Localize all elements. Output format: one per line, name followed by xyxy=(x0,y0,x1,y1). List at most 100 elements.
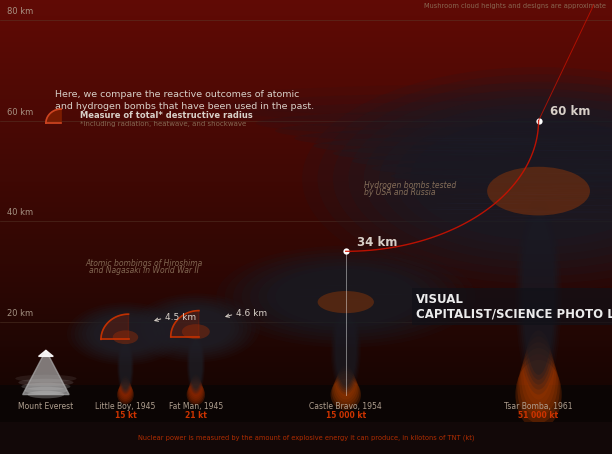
Ellipse shape xyxy=(233,252,458,341)
Ellipse shape xyxy=(120,378,131,398)
Ellipse shape xyxy=(314,135,612,157)
Text: *including radiation, heatwave, and shockwave: *including radiation, heatwave, and shoc… xyxy=(80,121,246,127)
Ellipse shape xyxy=(558,205,612,206)
Ellipse shape xyxy=(427,209,539,210)
Ellipse shape xyxy=(152,305,239,351)
Ellipse shape xyxy=(555,164,612,165)
Ellipse shape xyxy=(318,291,374,313)
Ellipse shape xyxy=(118,340,133,393)
Ellipse shape xyxy=(566,169,612,170)
Ellipse shape xyxy=(21,383,70,390)
Ellipse shape xyxy=(330,379,361,410)
Ellipse shape xyxy=(520,207,558,385)
Ellipse shape xyxy=(117,339,134,395)
Ellipse shape xyxy=(187,384,205,405)
Ellipse shape xyxy=(455,196,547,197)
Ellipse shape xyxy=(391,168,612,183)
Ellipse shape xyxy=(187,335,204,393)
Ellipse shape xyxy=(258,262,433,331)
Ellipse shape xyxy=(217,92,612,124)
Ellipse shape xyxy=(487,122,586,123)
Ellipse shape xyxy=(119,381,132,401)
Ellipse shape xyxy=(501,200,597,201)
Ellipse shape xyxy=(242,256,450,337)
Ellipse shape xyxy=(161,309,231,347)
Ellipse shape xyxy=(198,84,612,117)
Ellipse shape xyxy=(560,164,612,165)
Ellipse shape xyxy=(395,111,612,247)
Ellipse shape xyxy=(334,371,357,402)
Ellipse shape xyxy=(444,152,548,153)
Ellipse shape xyxy=(508,173,612,174)
Ellipse shape xyxy=(438,213,510,214)
Text: 4.6 km: 4.6 km xyxy=(236,309,267,318)
Ellipse shape xyxy=(525,331,552,400)
Ellipse shape xyxy=(425,147,528,148)
Ellipse shape xyxy=(491,197,566,198)
Ellipse shape xyxy=(353,152,612,170)
Ellipse shape xyxy=(482,179,551,180)
Ellipse shape xyxy=(504,194,596,195)
Text: 21 kt: 21 kt xyxy=(185,411,207,419)
Ellipse shape xyxy=(432,143,531,144)
Ellipse shape xyxy=(482,198,574,199)
Ellipse shape xyxy=(337,365,354,397)
Ellipse shape xyxy=(494,191,568,192)
Ellipse shape xyxy=(190,376,202,398)
Text: Tsar Bomba, 1961: Tsar Bomba, 1961 xyxy=(504,402,573,411)
Ellipse shape xyxy=(86,312,165,355)
Text: Hydrogen bombs tested: Hydrogen bombs tested xyxy=(364,181,457,190)
Bar xyxy=(0,385,612,422)
Ellipse shape xyxy=(302,67,612,291)
Ellipse shape xyxy=(90,315,161,353)
Ellipse shape xyxy=(333,309,359,390)
Ellipse shape xyxy=(250,259,441,334)
Ellipse shape xyxy=(371,160,612,177)
Ellipse shape xyxy=(485,198,600,199)
Ellipse shape xyxy=(549,198,612,199)
Ellipse shape xyxy=(318,74,612,284)
Ellipse shape xyxy=(120,345,131,389)
Ellipse shape xyxy=(140,298,252,358)
Ellipse shape xyxy=(518,186,612,187)
Ellipse shape xyxy=(330,305,361,395)
Text: Nuclear power is measured by the amount of explosive energy it can produce, in k: Nuclear power is measured by the amount … xyxy=(138,435,474,441)
Ellipse shape xyxy=(456,144,567,145)
Ellipse shape xyxy=(132,293,260,362)
Ellipse shape xyxy=(520,348,558,417)
Ellipse shape xyxy=(481,216,570,217)
Ellipse shape xyxy=(536,150,612,151)
Ellipse shape xyxy=(187,334,205,395)
Ellipse shape xyxy=(332,376,360,408)
Ellipse shape xyxy=(515,197,562,395)
Ellipse shape xyxy=(119,343,132,390)
Ellipse shape xyxy=(530,135,611,136)
Ellipse shape xyxy=(121,376,130,396)
Ellipse shape xyxy=(545,129,612,130)
Polygon shape xyxy=(46,109,61,123)
Ellipse shape xyxy=(435,203,533,204)
Ellipse shape xyxy=(466,182,570,183)
Ellipse shape xyxy=(414,174,519,175)
Ellipse shape xyxy=(237,101,612,130)
Text: by USA and Russia: by USA and Russia xyxy=(364,188,436,197)
Text: 4.5 km: 4.5 km xyxy=(165,313,196,322)
Text: 80 km: 80 km xyxy=(7,7,34,16)
Ellipse shape xyxy=(515,360,562,429)
Ellipse shape xyxy=(493,219,605,220)
Ellipse shape xyxy=(517,354,560,423)
Ellipse shape xyxy=(267,266,425,327)
Ellipse shape xyxy=(119,380,132,400)
Ellipse shape xyxy=(113,331,138,344)
Ellipse shape xyxy=(144,300,247,356)
Ellipse shape xyxy=(216,246,476,347)
Polygon shape xyxy=(23,350,69,395)
Text: Atomic bombings of Hiroshima: Atomic bombings of Hiroshima xyxy=(85,259,203,268)
Ellipse shape xyxy=(523,150,612,151)
Ellipse shape xyxy=(506,181,612,182)
Text: 15 kt: 15 kt xyxy=(114,411,136,419)
Ellipse shape xyxy=(136,296,256,360)
Ellipse shape xyxy=(225,249,467,344)
Ellipse shape xyxy=(512,126,606,127)
Ellipse shape xyxy=(547,180,612,181)
